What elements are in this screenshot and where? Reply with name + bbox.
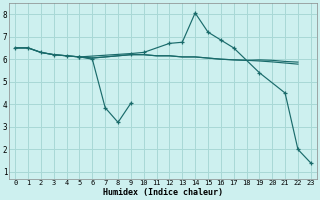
X-axis label: Humidex (Indice chaleur): Humidex (Indice chaleur) bbox=[103, 188, 223, 197]
